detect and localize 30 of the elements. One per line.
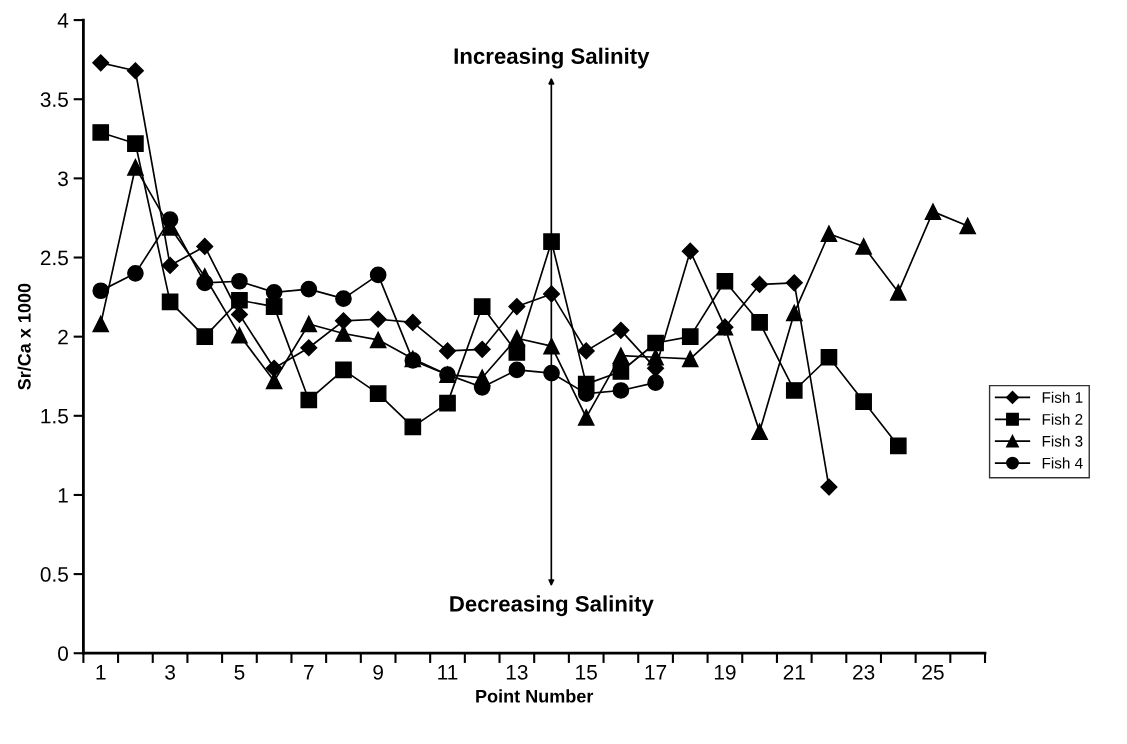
- x-axis-title: Point Number: [476, 689, 594, 703]
- x-tick-label: 11: [438, 665, 458, 680]
- y-tick-label: 0: [58, 646, 68, 661]
- y-tick-label: 2: [58, 329, 68, 345]
- y-axis-title: Sr/Ca x 1000: [17, 283, 31, 390]
- y-tick-label: 3.5: [40, 92, 68, 107]
- x-tick-label: 15: [576, 665, 597, 680]
- x-tick-label: 19: [714, 664, 736, 680]
- x-tick-label: 9: [373, 664, 383, 680]
- y-tick-label: 1.5: [41, 409, 68, 424]
- x-tick-label: 7: [304, 665, 314, 680]
- x-tick-label: 13: [506, 664, 528, 680]
- y-tick-label: 3: [58, 171, 68, 187]
- x-tick-label: 23: [853, 664, 875, 680]
- annotation: Decreasing Salinity: [450, 595, 654, 617]
- x-tick-label: 21: [783, 664, 805, 680]
- x-tick-label: 5: [234, 665, 245, 680]
- y-tick-label: 0.5: [40, 567, 68, 582]
- legend-label: Fish 1: [1042, 391, 1083, 403]
- x-tick-label: 3: [165, 664, 175, 680]
- y-tick-label: 1: [58, 488, 68, 503]
- x-tick-label: 1: [96, 665, 106, 680]
- y-tick-label: 2.5: [40, 250, 68, 266]
- legend-label: Fish 2: [1042, 413, 1083, 425]
- x-tick-label: 25: [922, 664, 944, 680]
- legend-label: Fish 4: [1042, 457, 1083, 469]
- y-tick-label: 4: [57, 13, 69, 28]
- x-tick-label: 17: [645, 665, 667, 680]
- annotation: Increasing Salinity: [454, 47, 650, 69]
- legend-label: Fish 3: [1042, 435, 1083, 447]
